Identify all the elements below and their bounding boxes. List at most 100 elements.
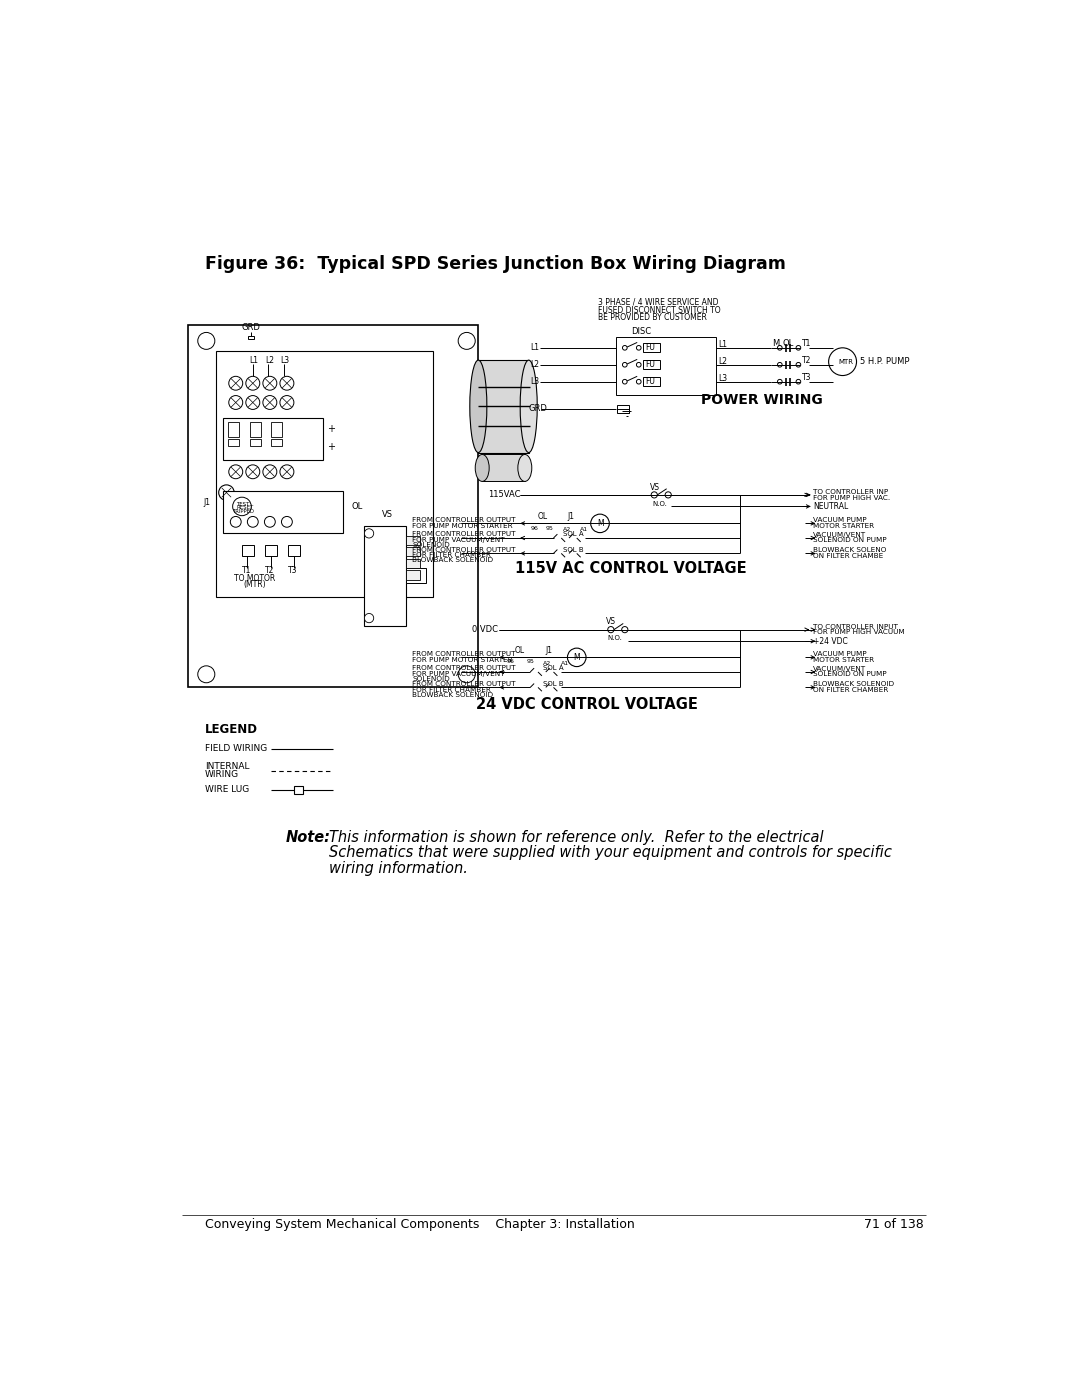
Text: FROM CONTROLLER OUTPUT: FROM CONTROLLER OUTPUT [413,517,516,524]
Circle shape [778,380,782,384]
Text: OL: OL [515,645,525,655]
Circle shape [636,345,642,351]
Text: L1: L1 [718,341,727,349]
Circle shape [622,627,627,633]
Text: This information is shown for reference only.  Refer to the electrical: This information is shown for reference … [328,830,823,845]
Circle shape [364,613,374,623]
Text: 96: 96 [507,659,515,665]
Circle shape [280,376,294,390]
Text: DISC: DISC [631,327,651,337]
Circle shape [232,497,252,515]
Circle shape [796,380,800,384]
Text: FOR FILTER CHAMBER: FOR FILTER CHAMBER [413,552,491,557]
Bar [643,377,660,387]
Bar [406,570,420,580]
Text: 5 H.P. PUMP: 5 H.P. PUMP [860,358,909,366]
Text: VS: VS [381,510,392,518]
Text: TO CONTROLLER INP: TO CONTROLLER INP [813,489,889,495]
Text: VS: VS [606,617,617,626]
Text: 115VAC: 115VAC [488,490,521,499]
Text: OL: OL [782,338,794,348]
Text: BLOWBACK SOLENO: BLOWBACK SOLENO [813,548,887,553]
Text: SOL A: SOL A [563,531,583,538]
Text: VACUUM PUMP: VACUUM PUMP [813,517,867,524]
Text: VACUUM/VENT: VACUUM/VENT [813,666,866,672]
Text: Note:: Note: [286,830,332,845]
Circle shape [665,492,672,497]
Text: FOR PUMP HIGH VACUUM: FOR PUMP HIGH VACUUM [813,629,905,636]
Text: SOL A: SOL A [543,665,564,671]
Circle shape [608,627,613,633]
Text: MTR: MTR [838,359,853,365]
Bar [406,559,420,569]
Circle shape [458,666,475,683]
Circle shape [229,395,243,409]
Text: J1: J1 [567,511,575,521]
Text: FU: FU [645,344,654,352]
Text: SOLENOID: SOLENOID [413,542,450,548]
Text: FU: FU [645,360,654,369]
Text: WIRING: WIRING [205,770,239,780]
Ellipse shape [521,360,537,453]
Text: BE PROVIDED BY CUSTOMER: BE PROVIDED BY CUSTOMER [598,313,707,323]
Text: FOR PUMP MOTOR STARTER: FOR PUMP MOTOR STARTER [413,657,513,662]
Text: T3: T3 [801,373,811,381]
Text: N.O.: N.O. [652,502,666,507]
Circle shape [229,376,243,390]
Text: M: M [772,338,780,348]
Text: A2: A2 [543,661,552,666]
Text: T1: T1 [242,566,252,574]
Text: SOLENOID ON PUMP: SOLENOID ON PUMP [813,672,887,678]
Bar [288,545,300,556]
Circle shape [230,517,241,527]
Circle shape [636,362,642,367]
Text: GRD: GRD [242,323,261,332]
Circle shape [796,345,800,351]
Circle shape [651,492,658,497]
Bar [242,545,254,556]
Text: FOR PUMP HIGH VAC.: FOR PUMP HIGH VAC. [813,495,890,502]
Text: POWER WIRING: POWER WIRING [701,393,823,407]
Text: WIRE LUG: WIRE LUG [205,785,249,795]
Circle shape [265,517,275,527]
Text: SOL B: SOL B [543,680,564,686]
Circle shape [778,345,782,351]
Text: 0 VDC: 0 VDC [472,624,498,634]
Text: LEGEND: LEGEND [205,724,258,736]
Bar [216,351,433,598]
Text: Schematics that were supplied with your equipment and controls for specific: Schematics that were supplied with your … [328,845,892,861]
Text: Figure 36:  Typical SPD Series Junction Box Wiring Diagram: Figure 36: Typical SPD Series Junction B… [205,254,785,272]
Text: wiring information.: wiring information. [328,861,468,876]
Text: L3: L3 [281,356,289,365]
Text: TRIPPED: TRIPPED [233,510,255,514]
Circle shape [622,362,627,367]
Text: FUSED DISCONNECT SWITCH TO: FUSED DISCONNECT SWITCH TO [598,306,721,314]
Circle shape [262,465,276,479]
Bar [643,360,660,369]
Text: ON FILTER CHAMBE: ON FILTER CHAMBE [813,553,883,559]
Text: FROM CONTROLLER OUTPUT: FROM CONTROLLER OUTPUT [413,682,516,687]
Ellipse shape [517,454,531,482]
Text: T2: T2 [266,566,274,574]
Text: 24 VDC CONTROL VOLTAGE: 24 VDC CONTROL VOLTAGE [476,697,698,712]
Bar [228,440,239,446]
Text: MOTOR STARTER: MOTOR STARTER [813,657,874,662]
Bar [271,422,282,437]
Bar [222,490,342,534]
Text: A1: A1 [580,527,588,532]
Text: 95: 95 [545,525,554,531]
Bar [248,335,255,339]
Circle shape [262,395,276,409]
Bar [643,344,660,352]
Circle shape [229,465,243,479]
Text: +: + [327,425,335,434]
Text: SOLENOID: SOLENOID [413,676,450,682]
Circle shape [778,362,782,367]
Text: FOR FILTER CHAMBER: FOR FILTER CHAMBER [413,687,491,693]
Text: 115V AC CONTROL VOLTAGE: 115V AC CONTROL VOLTAGE [515,560,746,576]
Ellipse shape [475,454,489,482]
Text: A1: A1 [561,661,568,666]
Circle shape [622,380,627,384]
Text: 95: 95 [526,659,535,665]
Text: NEUTRAL: NEUTRAL [813,502,849,511]
